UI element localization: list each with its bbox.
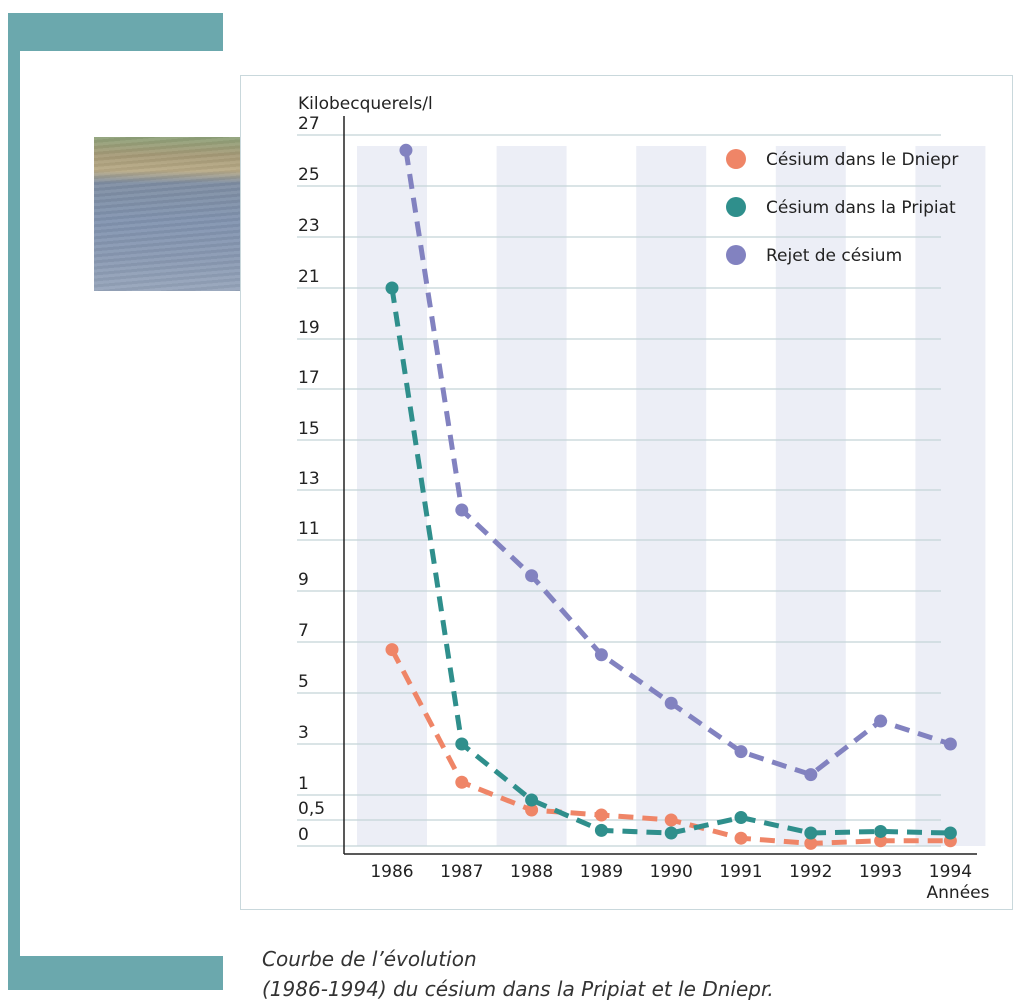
legend-label: Rejet de césium xyxy=(766,246,902,266)
data-point xyxy=(943,826,957,840)
x-tick-label: 1993 xyxy=(859,862,902,882)
data-point xyxy=(804,836,818,850)
data-point xyxy=(804,768,818,782)
cesium-chart: Kilobecquerels/l Années 2725232119171513… xyxy=(297,94,990,903)
data-point xyxy=(455,775,469,789)
caption-line-1: Courbe de l’évolution xyxy=(262,947,477,971)
y-tick-labels: 27 25 23 21 19 17 15 13 11 9 7 5 3 1 0,5 0 xyxy=(298,114,325,845)
y-tick-label: 23 xyxy=(298,216,320,236)
y-tick-label: 17 xyxy=(298,368,320,388)
data-point xyxy=(455,737,469,751)
decorative-bar-left xyxy=(8,13,20,988)
y-tick-label: 15 xyxy=(298,419,320,439)
data-point xyxy=(943,737,957,751)
data-point xyxy=(734,811,748,824)
year-band xyxy=(496,146,567,846)
y-tick-label: 3 xyxy=(298,723,309,743)
legend-item: Rejet de césium xyxy=(726,245,902,266)
y-tick-label: 0 xyxy=(298,825,309,845)
decorative-bar-top xyxy=(8,13,223,51)
y-axis-label: Kilobecquerels/l xyxy=(298,94,433,114)
data-point xyxy=(734,745,748,759)
data-point xyxy=(664,696,678,710)
y-tick-label: 7 xyxy=(298,621,309,641)
series-layer xyxy=(385,143,957,850)
series-1 xyxy=(385,643,957,850)
data-point xyxy=(455,503,469,517)
series-2 xyxy=(385,281,957,840)
x-tick-label: 1991 xyxy=(719,862,762,882)
year-bands xyxy=(357,146,986,846)
data-point xyxy=(664,813,678,827)
chart-panel: Kilobecquerels/l Années 27 25 23 21 19 17 15 13… xyxy=(240,75,1013,910)
data-point xyxy=(594,648,608,662)
y-tick-label: 5 xyxy=(298,672,309,692)
data-point xyxy=(525,803,539,817)
legend-swatch xyxy=(726,149,746,169)
y-tick-label: 9 xyxy=(298,570,309,590)
data-point xyxy=(399,143,413,157)
data-point xyxy=(874,834,888,848)
x-tick-labels: 1986 1987 1988 1989 1990 1991 1992 1993 1994 xyxy=(370,862,972,882)
data-point xyxy=(525,793,539,807)
year-band xyxy=(357,146,427,846)
decorative-bar-bottom xyxy=(8,956,223,990)
y-tick-label: 27 xyxy=(298,114,320,134)
grid-lines xyxy=(297,134,941,847)
year-band xyxy=(775,146,846,846)
axes xyxy=(343,116,977,855)
data-point xyxy=(594,808,608,822)
series-3 xyxy=(399,143,957,782)
x-tick-label: 1987 xyxy=(440,862,483,882)
y-tick-label: 21 xyxy=(298,267,320,287)
y-tick-label: 11 xyxy=(298,519,320,539)
x-tick-label: 1992 xyxy=(789,862,832,882)
x-tick-label: 1994 xyxy=(929,862,972,882)
figure-caption: Courbe de l’évolution (1986-1994) du cés… xyxy=(262,944,1002,1004)
data-point xyxy=(385,643,399,657)
data-point xyxy=(594,823,608,837)
river-photo xyxy=(94,137,250,291)
legend-label: Césium dans la Pripiat xyxy=(766,198,956,218)
data-point xyxy=(734,831,748,845)
x-tick-label: 1989 xyxy=(580,862,623,882)
legend-swatch xyxy=(726,245,746,265)
legend-swatch xyxy=(726,197,746,217)
y-tick-label: 13 xyxy=(298,469,320,489)
year-band xyxy=(636,146,707,846)
data-point xyxy=(385,281,399,295)
x-axis-label: Années xyxy=(927,883,990,903)
year-band xyxy=(915,146,986,846)
x-tick-label: 1990 xyxy=(650,862,693,882)
legend-label: Césium dans le Dniepr xyxy=(766,150,958,170)
y-tick-label: 19 xyxy=(298,318,320,338)
data-point xyxy=(804,826,818,840)
legend-item: Césium dans le Dniepr xyxy=(726,149,958,170)
data-point xyxy=(525,569,539,583)
data-point xyxy=(874,714,888,728)
legend-item: Césium dans la Pripiat xyxy=(726,197,956,218)
y-tick-label: 1 xyxy=(298,774,309,794)
caption-line-2: (1986-1994) du césium dans la Pripiat et… xyxy=(262,977,774,1001)
data-point xyxy=(664,826,678,840)
y-tick-label: 0,5 xyxy=(298,799,325,819)
y-tick-label: 25 xyxy=(298,165,320,185)
x-tick-label: 1986 xyxy=(370,862,413,882)
legend: Césium dans le Dniepr Césium dans la Prip… xyxy=(726,149,958,266)
x-tick-label: 1988 xyxy=(510,862,553,882)
data-point xyxy=(874,824,888,838)
